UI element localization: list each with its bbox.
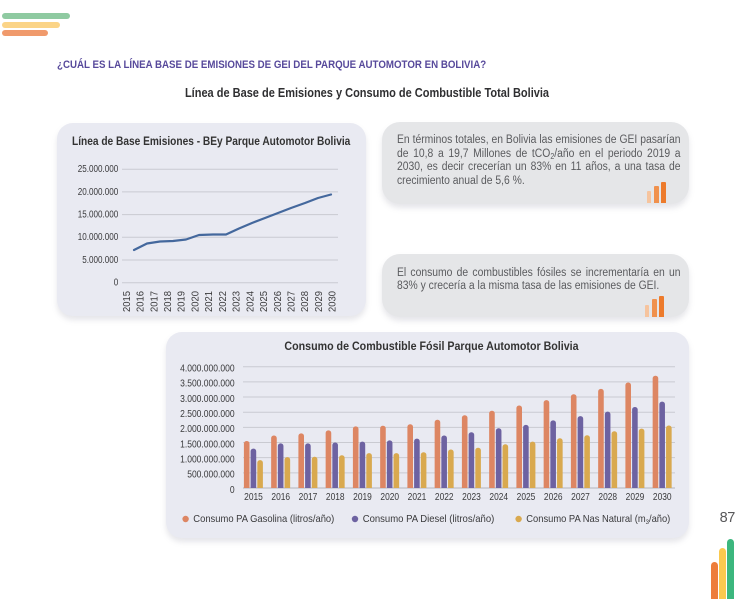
svg-text:2026: 2026: [544, 492, 563, 503]
svg-text:2020: 2020: [380, 492, 399, 503]
svg-text:2029: 2029: [313, 291, 325, 312]
svg-text:Consumo PA Nas Natural (m3/año: Consumo PA Nas Natural (m3/año): [526, 514, 670, 526]
svg-text:2026: 2026: [272, 291, 284, 312]
svg-text:5.000.000: 5.000.000: [82, 255, 118, 266]
svg-text:20.000.000: 20.000.000: [78, 187, 119, 198]
svg-text:2024: 2024: [489, 492, 508, 503]
svg-text:2016: 2016: [271, 492, 290, 503]
svg-text:2015: 2015: [121, 291, 133, 312]
svg-text:0: 0: [114, 278, 119, 289]
svg-text:2021: 2021: [408, 492, 427, 503]
svg-text:2016: 2016: [135, 291, 147, 312]
svg-text:2028: 2028: [299, 291, 311, 312]
svg-text:2030: 2030: [653, 492, 672, 503]
svg-text:2020: 2020: [189, 291, 201, 312]
svg-text:2015: 2015: [244, 492, 263, 503]
svg-text:Consumo PA Gasolina (litros/añ: Consumo PA Gasolina (litros/año): [193, 514, 334, 525]
svg-text:25.000.000: 25.000.000: [78, 164, 119, 175]
svg-text:2023: 2023: [231, 291, 243, 312]
svg-text:2019: 2019: [353, 492, 372, 503]
svg-text:Consumo PA Diesel (litros/año): Consumo PA Diesel (litros/año): [363, 514, 495, 525]
svg-text:1.500.000.000: 1.500.000.000: [180, 438, 235, 450]
svg-text:2.500.000.000: 2.500.000.000: [180, 408, 235, 420]
svg-text:2017: 2017: [148, 291, 160, 312]
svg-text:10.000.000: 10.000.000: [78, 232, 119, 243]
svg-text:2.000.000.000: 2.000.000.000: [180, 423, 235, 435]
svg-text:2025: 2025: [517, 492, 536, 503]
svg-text:0: 0: [230, 484, 235, 496]
svg-text:1.000.000.000: 1.000.000.000: [180, 453, 235, 465]
svg-text:2022: 2022: [435, 492, 454, 503]
svg-text:2027: 2027: [571, 492, 590, 503]
svg-text:15.000.000: 15.000.000: [78, 209, 119, 220]
svg-text:2019: 2019: [176, 291, 188, 312]
svg-text:500.000.000: 500.000.000: [187, 469, 235, 481]
svg-text:3.500.000.000: 3.500.000.000: [180, 378, 235, 390]
svg-text:2021: 2021: [203, 291, 215, 312]
svg-text:2027: 2027: [285, 291, 297, 312]
svg-text:2030: 2030: [327, 291, 339, 312]
svg-text:2028: 2028: [598, 492, 617, 503]
svg-text:2017: 2017: [299, 492, 318, 503]
svg-text:2025: 2025: [258, 291, 270, 312]
svg-text:4.000.000.000: 4.000.000.000: [180, 363, 235, 375]
svg-text:2018: 2018: [326, 492, 345, 503]
svg-text:3.000.000.000: 3.000.000.000: [180, 393, 235, 405]
svg-text:2024: 2024: [244, 291, 256, 312]
svg-text:2029: 2029: [626, 492, 645, 503]
svg-text:2022: 2022: [217, 291, 229, 312]
svg-text:2018: 2018: [162, 291, 174, 312]
svg-text:2023: 2023: [462, 492, 481, 503]
